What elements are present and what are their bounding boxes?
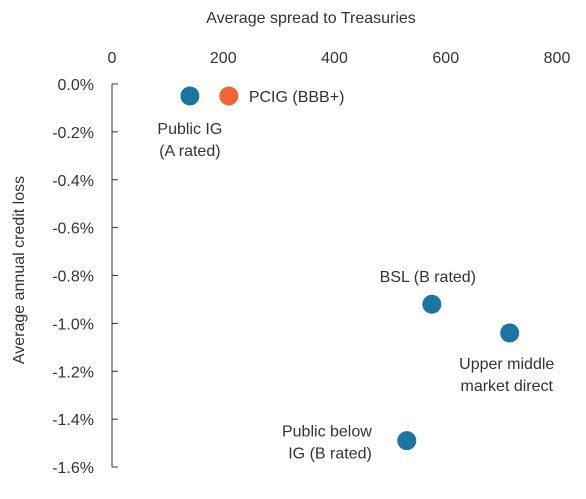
y-tick-labels: 0.0% -0.2% -0.4% -0.6% -0.8% -1.0% -1.2% -1.4% -… [52,77,118,477]
x-tick-labels: 0 200 400 600 800 [108,50,571,67]
x-tick-label: 200 [210,50,237,67]
x-tick-label: 800 [544,50,571,67]
y-tick-label: -1.4% [52,412,94,429]
y-tick-label: -1.2% [52,364,94,381]
x-axis-title: Average spread to Treasuries [206,10,416,27]
y-tick-label: -0.8% [52,269,94,286]
data-point-label-line: IG (B rated) [288,446,372,463]
data-point-label: PCIG (BBB+) [249,89,345,106]
point-labels: Public IG (A rated) PCIG (BBB+) BSL (B rate… [157,89,554,463]
data-point-label: Public IG (A rated) [157,121,222,160]
data-point-label-line: (A rated) [159,143,220,160]
data-point [397,431,417,451]
x-tick-label: 0 [108,50,117,67]
data-point-label: Public below IG (B rated) [282,424,372,463]
data-point-label-line: market direct [460,378,553,395]
data-point-label-line: Public IG [157,121,222,138]
data-point-label-line: Upper middle [459,356,554,373]
data-points [180,86,520,451]
data-point-label-line: PCIG (BBB+) [249,89,345,106]
y-tick-label: 0.0% [58,77,94,94]
y-tick-label: -1.6% [52,460,94,477]
data-point-label-line: BSL (B rated) [380,269,476,286]
y-tick-label: -0.6% [52,221,94,238]
x-tick-label: 600 [432,50,459,67]
y-axis-title: Average annual credit loss [11,176,28,364]
y-tick-label: -0.2% [52,125,94,142]
data-point [180,86,200,106]
x-tick-label: 400 [321,50,348,67]
data-point-label: BSL (B rated) [380,269,476,286]
data-point [422,294,442,314]
data-point [219,86,239,106]
y-tick-label: -0.4% [52,173,94,190]
data-point-label: Upper middle market direct [459,356,554,395]
data-point-label-line: Public below [282,424,372,441]
y-tick-label: -1.0% [52,316,94,333]
data-point [500,323,520,343]
